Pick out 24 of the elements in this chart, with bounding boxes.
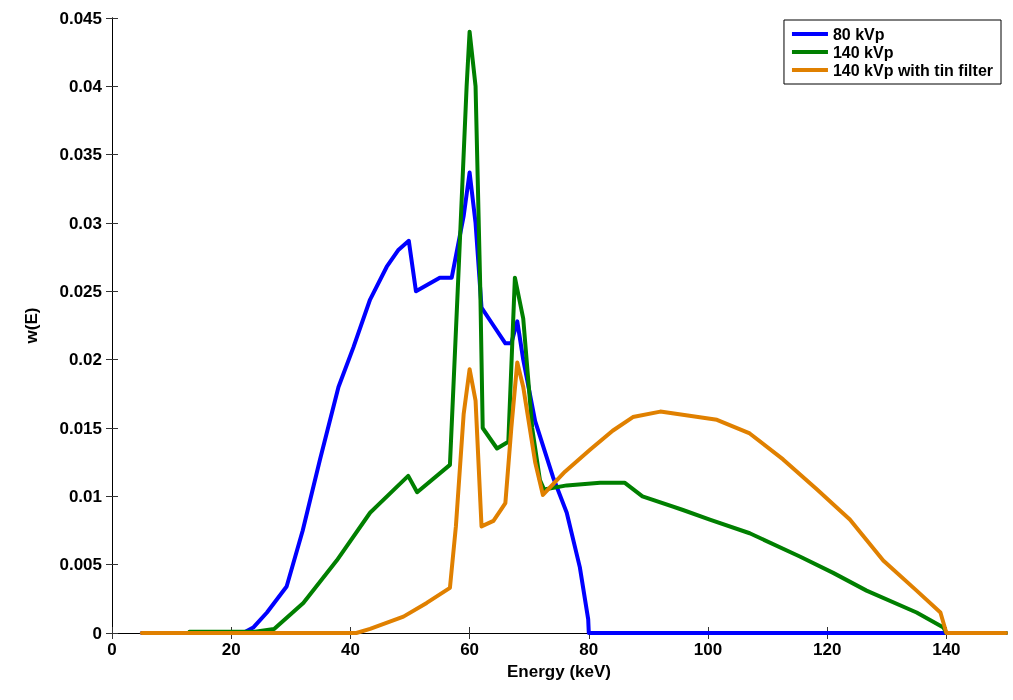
y-tick-label: 0.025: [59, 281, 102, 301]
y-axis-title: w(E): [22, 307, 41, 345]
y-tick-label: 0.035: [59, 145, 102, 165]
y-tick-label: 0.005: [59, 555, 102, 575]
x-tick-label: 100: [693, 640, 723, 659]
x-tick-label: 0: [107, 640, 117, 659]
y-tick-label: 0: [92, 623, 102, 643]
x-tick-label: 120: [813, 640, 842, 659]
x-tick-label: 140: [932, 640, 961, 659]
x-tick-label: 60: [460, 640, 480, 659]
x-tick-label: 40: [340, 640, 360, 659]
y-tick-label: 0.015: [59, 418, 102, 438]
line-series: [139, 360, 1008, 635]
legend-label: 140 kVp with tin filter: [832, 61, 993, 79]
y-tick-label: 0.02: [68, 350, 102, 370]
y-tick-label: 0.045: [59, 8, 102, 28]
x-axis-title: Energy (keV): [507, 662, 611, 681]
x-tick-label: 80: [579, 640, 599, 659]
legend-label: 80 kVp: [832, 25, 885, 43]
legend-label: 140 kVp: [832, 43, 894, 61]
y-tick-label: 0.03: [68, 213, 102, 233]
y-tick-label: 0.01: [68, 486, 102, 506]
x-tick-label: 20: [221, 640, 241, 659]
y-tick-label: 0.04: [68, 76, 103, 96]
